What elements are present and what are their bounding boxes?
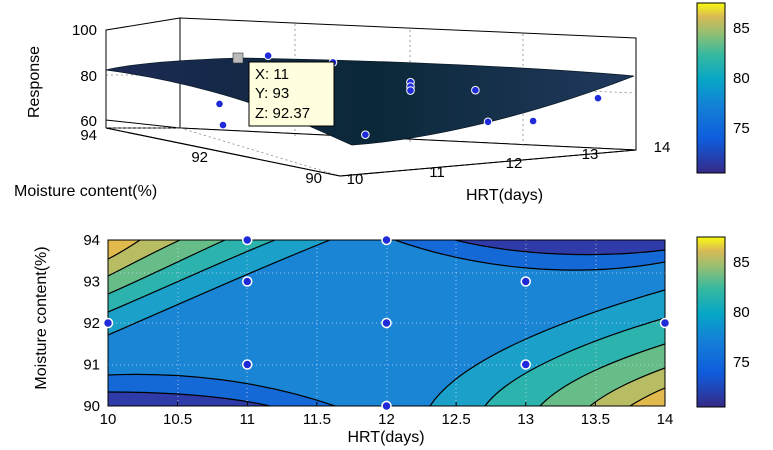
contour-y-ticks: 90 91 92 93 94 <box>83 232 100 415</box>
contour-y-tick: 93 <box>83 274 100 291</box>
colorbar-top-tick-80: 80 <box>733 70 750 87</box>
contour-x-tick: 10.5 <box>163 411 192 428</box>
surface-design-point <box>361 130 370 140</box>
contour-x-tick: 12 <box>378 411 395 428</box>
x-axis-label: HRT(days) <box>466 187 543 204</box>
contour-design-point <box>242 359 253 370</box>
surface-design-point <box>528 116 538 126</box>
x-tick-11: 11 <box>429 164 445 181</box>
y-tick-92: 92 <box>191 149 208 166</box>
x-tick-13: 13 <box>582 146 599 163</box>
surface-design-point <box>263 51 273 60</box>
colorbar-top-tick-75: 75 <box>733 120 750 137</box>
contour-y-axis-label: Moisture content(%) <box>33 246 50 389</box>
surface-design-point <box>215 99 224 109</box>
contour-design-point <box>381 400 392 412</box>
z-tick-100: 100 <box>72 22 97 39</box>
y-tick-94: 94 <box>80 127 97 144</box>
contour-design-point <box>520 276 531 287</box>
contour-design-point <box>381 234 392 246</box>
datatip-box <box>248 61 335 127</box>
contour-lines <box>108 240 665 406</box>
colorbar-bottom-tick-75: 75 <box>733 354 750 371</box>
contour-plot: 10 10.5 11 11.5 12 12.5 13 13.5 14 90 91 92 93 94 HR… <box>33 232 673 446</box>
z-tick-60: 60 <box>80 113 97 130</box>
surface-design-point <box>218 120 228 130</box>
contour-design-point <box>520 359 531 370</box>
colorbar-bottom: 75 80 85 <box>696 236 750 408</box>
contour-x-tick: 11.5 <box>303 411 331 428</box>
z-tick-80: 80 <box>80 68 97 85</box>
contour-design-point <box>381 317 392 329</box>
colorbar-top-tick-85: 85 <box>733 20 750 37</box>
contour-x-tick: 14 <box>657 411 674 428</box>
datatip-y: Y: 93 <box>255 85 289 102</box>
colorbar-bottom-bar <box>696 236 726 408</box>
contour-y-tick: 92 <box>83 315 100 332</box>
surface-design-point <box>406 86 415 95</box>
datatip[interactable]: X: 11 Y: 93 Z: 92.37 <box>232 52 335 127</box>
contour-y-tick: 91 <box>83 357 100 374</box>
contour-design-point <box>102 317 114 329</box>
datatip-z: Z: 92.37 <box>255 105 310 122</box>
contour-y-tick: 90 <box>83 398 100 415</box>
contour-design-point <box>242 234 253 246</box>
contour-points <box>102 234 671 412</box>
surface-design-point <box>593 93 603 103</box>
contour-x-axis-label: HRT(days) <box>347 429 424 446</box>
contour-design-point <box>659 317 671 329</box>
surface-design-point <box>483 117 493 127</box>
colorbar-top: 75 80 85 <box>696 2 750 174</box>
surface-plot: 100 80 60 94 92 90 10 11 12 13 14 Respon… <box>14 17 671 204</box>
contour-x-tick: 11 <box>239 411 255 428</box>
x-tick-12: 12 <box>506 155 523 172</box>
datatip-x: X: 11 <box>255 66 289 83</box>
contour-x-tick: 13 <box>517 411 534 428</box>
contour-y-tick: 94 <box>83 232 100 249</box>
contour-design-point <box>242 276 253 287</box>
contour-x-tick: 13.5 <box>581 411 610 428</box>
z-axis-label: Response <box>26 46 43 118</box>
colorbar-bottom-tick-85: 85 <box>733 254 750 271</box>
contour-grid <box>108 240 665 406</box>
x-tick-10: 10 <box>347 171 364 188</box>
contour-x-ticks: 10 10.5 11 11.5 12 12.5 13 13.5 14 <box>100 402 674 428</box>
y-tick-90: 90 <box>305 170 322 187</box>
y-axis-label: Moisture content(%) <box>14 183 157 200</box>
surface-design-point <box>471 85 480 95</box>
x-tick-14: 14 <box>654 139 671 156</box>
colorbar-bottom-tick-80: 80 <box>733 304 750 321</box>
contour-x-tick: 12.5 <box>442 411 471 428</box>
contour-x-tick: 10 <box>100 411 117 428</box>
colorbar-top-bar <box>696 2 726 174</box>
